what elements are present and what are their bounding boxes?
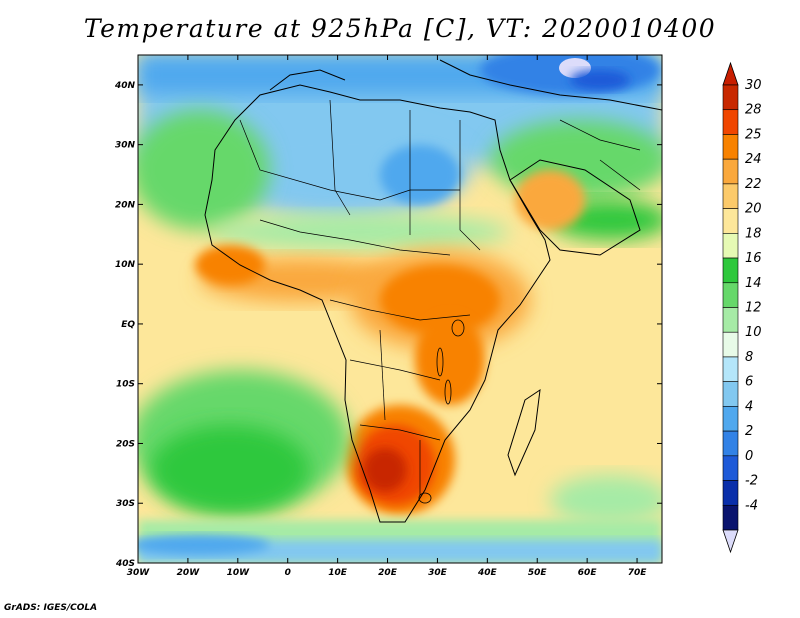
colorbar-swatch — [722, 158, 739, 185]
colorbar-top-arrow — [722, 61, 739, 86]
y-tick-label: 30N — [115, 141, 136, 151]
lakes — [418, 319, 465, 504]
colorbar-swatch — [722, 233, 739, 259]
x-tick-label: 0 — [285, 568, 291, 578]
colorbar-label: 14 — [745, 276, 762, 291]
y-tick-label: 30S — [116, 499, 135, 509]
colorbar-swatch — [722, 257, 739, 284]
colorbar-swatch — [722, 208, 739, 234]
colorbar-swatch — [722, 356, 739, 382]
colorbar-label: 10 — [745, 325, 762, 340]
colorbar-label: 30 — [745, 78, 762, 93]
colorbar-label: 22 — [745, 177, 762, 192]
x-tick-label: 40E — [477, 568, 498, 578]
x-tick-label: 30W — [127, 568, 151, 578]
colorbar-swatch — [722, 183, 739, 209]
colorbar-swatch — [722, 430, 739, 457]
temperature-field — [138, 55, 662, 563]
x-tick-label: 20W — [177, 568, 201, 578]
colorbar-label: 16 — [745, 251, 762, 266]
colorbar-label: 25 — [745, 127, 762, 142]
x-tick-label: 30E — [428, 568, 448, 578]
colorbar-swatch — [722, 406, 739, 432]
x-tick-label: 50E — [528, 568, 548, 578]
colorbar-swatch — [722, 455, 739, 481]
colorbar-label: 2 — [745, 424, 753, 439]
credit-label: GrADS: IGES/COLA — [4, 603, 98, 613]
x-tick-label: 20E — [378, 568, 398, 578]
x-tick-label: 10W — [227, 568, 251, 578]
y-tick-label: 40S — [115, 559, 135, 569]
y-tick-label: 40N — [114, 81, 136, 91]
coastlines — [204, 59, 662, 523]
colorbar-label: 4 — [745, 399, 753, 414]
colorbar-label: 0 — [745, 449, 753, 464]
colorbar-swatch — [722, 504, 739, 531]
country-borders — [239, 99, 641, 495]
colorbar-swatch — [722, 282, 739, 308]
y-tick-label: 10N — [115, 260, 136, 270]
y-axis-ticks: 40N 30N 20N 10N EQ 10S 20S 30S 40S — [114, 81, 662, 569]
colorbar-bottom-arrow — [722, 529, 739, 554]
colorbar-swatch — [722, 381, 739, 407]
colorbar-label: 8 — [745, 350, 753, 365]
colorbar-swatch — [722, 134, 739, 160]
y-tick-label: EQ — [121, 320, 135, 330]
colorbar-label: 24 — [745, 152, 762, 167]
colorbar-label: -4 — [745, 498, 758, 513]
y-tick-label: 10S — [116, 380, 135, 390]
colorbar-label: -2 — [745, 474, 758, 489]
colorbar-label: 6 — [745, 375, 753, 390]
x-tick-label: 60E — [578, 568, 598, 578]
x-tick-label: 10E — [328, 568, 348, 578]
colorbar-swatch — [722, 331, 739, 358]
colorbar-label: 28 — [745, 103, 762, 118]
colorbar-swatch — [722, 84, 739, 111]
colorbar-swatch — [722, 109, 739, 135]
colorbar-swatch — [722, 307, 739, 333]
colorbar-label: 20 — [745, 202, 762, 217]
colorbar-label: 12 — [745, 301, 762, 316]
chart-title: Temperature at 925hPa [C], VT: 202001040… — [83, 14, 717, 43]
colorbar-label: 18 — [745, 226, 762, 241]
y-tick-label: 20N — [115, 200, 136, 210]
x-axis-ticks: 30W 20W 10W 0 10E 20E 30E 40E 50E 60E 70E — [127, 55, 647, 578]
colorbar-swatch — [722, 480, 739, 506]
y-tick-label: 20S — [116, 439, 135, 449]
x-tick-label: 70E — [628, 568, 648, 578]
plot-frame — [137, 54, 663, 564]
